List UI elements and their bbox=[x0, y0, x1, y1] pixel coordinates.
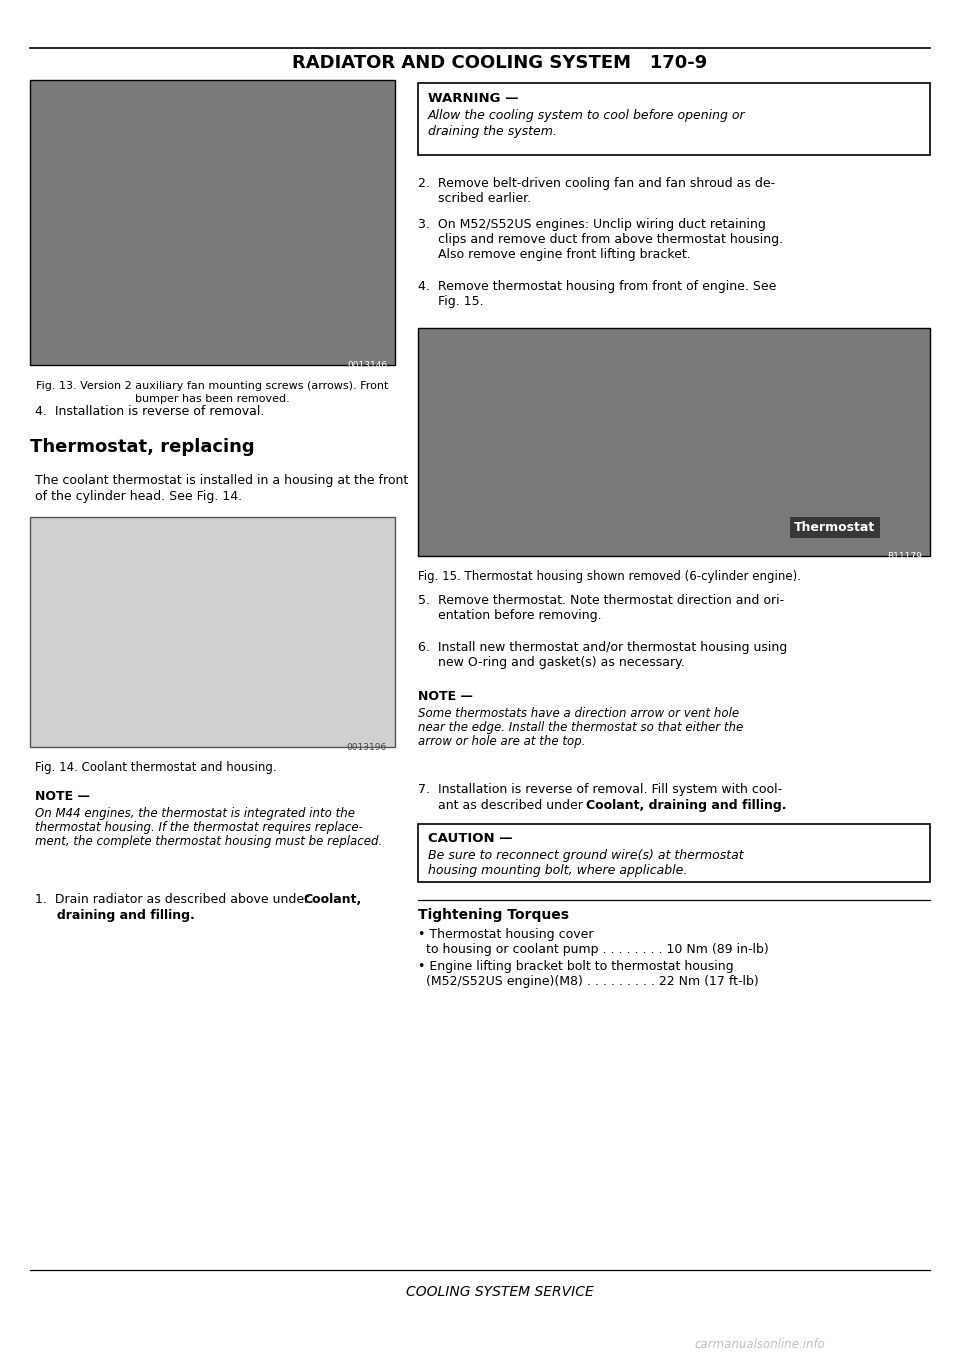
FancyBboxPatch shape bbox=[30, 517, 395, 746]
Text: NOTE —: NOTE — bbox=[418, 689, 473, 703]
Text: Fig. 15.: Fig. 15. bbox=[418, 294, 484, 308]
FancyBboxPatch shape bbox=[418, 824, 930, 882]
Text: entation before removing.: entation before removing. bbox=[418, 609, 602, 622]
Text: Fig. 14. Coolant thermostat and housing.: Fig. 14. Coolant thermostat and housing. bbox=[35, 761, 276, 773]
Text: RADIATOR AND COOLING SYSTEM   170-9: RADIATOR AND COOLING SYSTEM 170-9 bbox=[293, 54, 708, 72]
Text: On M44 engines, the thermostat is integrated into the: On M44 engines, the thermostat is integr… bbox=[35, 807, 355, 820]
Text: 0013146: 0013146 bbox=[347, 361, 387, 370]
Text: 7.  Installation is reverse of removal. Fill system with cool-: 7. Installation is reverse of removal. F… bbox=[418, 783, 782, 797]
Text: Tightening Torques: Tightening Torques bbox=[418, 908, 569, 921]
Text: 3.  On M52/S52US engines: Unclip wiring duct retaining: 3. On M52/S52US engines: Unclip wiring d… bbox=[418, 218, 766, 231]
Text: ment, the complete thermostat housing must be replaced.: ment, the complete thermostat housing mu… bbox=[35, 835, 382, 848]
Text: arrow or hole are at the top.: arrow or hole are at the top. bbox=[418, 735, 586, 748]
Text: Coolant,: Coolant, bbox=[303, 893, 361, 906]
Text: B11179: B11179 bbox=[887, 552, 922, 560]
Text: clips and remove duct from above thermostat housing.: clips and remove duct from above thermos… bbox=[418, 233, 783, 246]
Text: Allow the cooling system to cool before opening or: Allow the cooling system to cool before … bbox=[428, 109, 746, 122]
Text: Also remove engine front lifting bracket.: Also remove engine front lifting bracket… bbox=[418, 248, 691, 261]
Text: draining the system.: draining the system. bbox=[428, 125, 557, 138]
Text: draining and filling.: draining and filling. bbox=[35, 909, 195, 921]
Text: Fig. 15. Thermostat housing shown removed (6-cylinder engine).: Fig. 15. Thermostat housing shown remove… bbox=[418, 570, 801, 584]
Text: Fig. 13. Version 2 auxiliary fan mounting screws (arrows). Front: Fig. 13. Version 2 auxiliary fan mountin… bbox=[36, 381, 388, 391]
Text: NOTE —: NOTE — bbox=[35, 790, 90, 803]
Text: • Engine lifting bracket bolt to thermostat housing: • Engine lifting bracket bolt to thermos… bbox=[418, 959, 733, 973]
Text: • Thermostat housing cover: • Thermostat housing cover bbox=[418, 928, 593, 940]
FancyBboxPatch shape bbox=[30, 80, 395, 365]
FancyBboxPatch shape bbox=[418, 83, 930, 155]
FancyBboxPatch shape bbox=[418, 328, 930, 556]
Text: Thermostat: Thermostat bbox=[794, 521, 876, 535]
Text: 0013196: 0013196 bbox=[347, 744, 387, 752]
Text: Thermostat, replacing: Thermostat, replacing bbox=[30, 438, 254, 456]
Text: 5.  Remove thermostat. Note thermostat direction and ori-: 5. Remove thermostat. Note thermostat di… bbox=[418, 594, 784, 607]
Text: thermostat housing. If the thermostat requires replace-: thermostat housing. If the thermostat re… bbox=[35, 821, 363, 835]
Text: 6.  Install new thermostat and/or thermostat housing using: 6. Install new thermostat and/or thermos… bbox=[418, 641, 787, 654]
Text: 4.  Remove thermostat housing from front of engine. See: 4. Remove thermostat housing from front … bbox=[418, 280, 777, 293]
Text: ant as described under: ant as described under bbox=[418, 799, 587, 811]
Text: (M52/S52US engine)(M8) . . . . . . . . . 22 Nm (17 ft-lb): (M52/S52US engine)(M8) . . . . . . . . .… bbox=[418, 974, 758, 988]
Text: Be sure to reconnect ground wire(s) at thermostat: Be sure to reconnect ground wire(s) at t… bbox=[428, 849, 744, 862]
Text: 2.  Remove belt-driven cooling fan and fan shroud as de-
     scribed earlier.: 2. Remove belt-driven cooling fan and fa… bbox=[418, 176, 775, 205]
Text: new O-ring and gasket(s) as necessary.: new O-ring and gasket(s) as necessary. bbox=[418, 655, 684, 669]
Text: COOLING SYSTEM SERVICE: COOLING SYSTEM SERVICE bbox=[406, 1285, 594, 1299]
Text: carmanualsonline.info: carmanualsonline.info bbox=[695, 1338, 826, 1352]
Text: CAUTION —: CAUTION — bbox=[428, 832, 513, 845]
Text: housing mounting bolt, where applicable.: housing mounting bolt, where applicable. bbox=[428, 864, 687, 877]
Text: of the cylinder head. See Fig. 14.: of the cylinder head. See Fig. 14. bbox=[35, 490, 242, 503]
Text: 1.  Drain radiator as described above under: 1. Drain radiator as described above und… bbox=[35, 893, 313, 906]
Text: to housing or coolant pump . . . . . . . . 10 Nm (89 in-lb): to housing or coolant pump . . . . . . .… bbox=[418, 943, 769, 955]
Text: near the edge. Install the thermostat so that either the: near the edge. Install the thermostat so… bbox=[418, 721, 743, 734]
Text: The coolant thermostat is installed in a housing at the front: The coolant thermostat is installed in a… bbox=[35, 474, 408, 487]
Text: Coolant, draining and filling.: Coolant, draining and filling. bbox=[586, 799, 786, 811]
Text: 4.  Installation is reverse of removal.: 4. Installation is reverse of removal. bbox=[35, 404, 264, 418]
Text: Some thermostats have a direction arrow or vent hole: Some thermostats have a direction arrow … bbox=[418, 707, 739, 721]
Text: bumper has been removed.: bumper has been removed. bbox=[134, 394, 289, 404]
Text: WARNING —: WARNING — bbox=[428, 92, 518, 104]
